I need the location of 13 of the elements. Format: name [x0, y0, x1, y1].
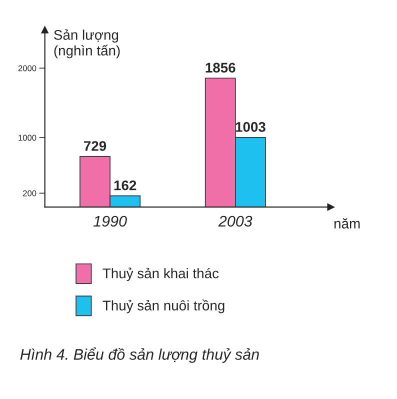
legend-label: Thuỷ sản nuôi trồng	[102, 300, 224, 314]
y-tick-label: 200	[23, 190, 36, 196]
y-tick-label: 1000	[18, 134, 36, 141]
x-tick-label: 1990	[93, 216, 127, 227]
text: Hình 4. Biểu đồ sản lượng thuỷ sản	[20, 347, 259, 363]
x-axis-title: năm	[334, 218, 360, 229]
data-label: 729	[84, 141, 106, 151]
y-tick-label: 2000	[18, 65, 36, 72]
data-label: 1856	[206, 62, 236, 73]
x-tick-label: 2003	[218, 216, 252, 227]
data-label: 162	[114, 180, 136, 190]
y-axis-title: Sản lượng (nghìn tấn)	[54, 29, 120, 58]
legend-label: Thuỷ sản khai thác	[102, 268, 219, 282]
